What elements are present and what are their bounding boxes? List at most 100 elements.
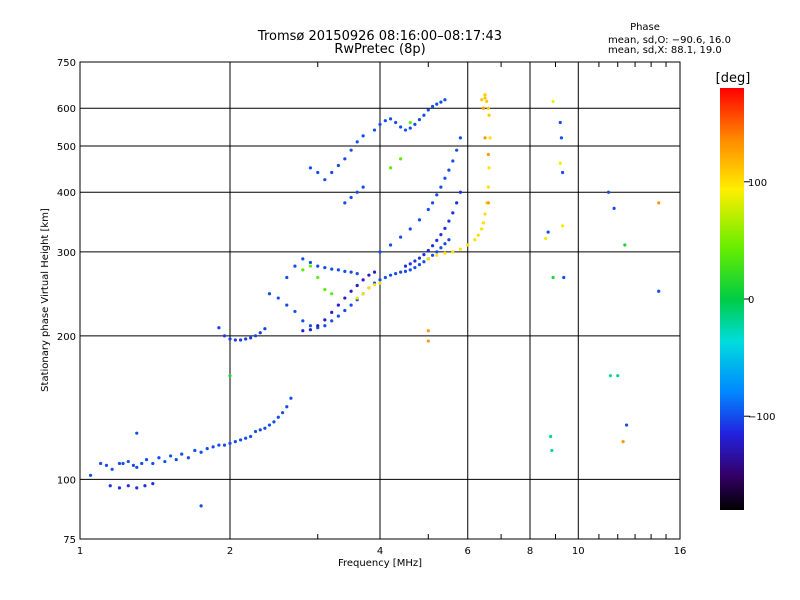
y-tick-label: 400 — [57, 188, 76, 199]
data-point — [621, 440, 625, 444]
data-point — [117, 486, 122, 490]
data-point — [426, 248, 430, 253]
data-point — [430, 253, 435, 257]
data-point — [612, 206, 616, 210]
data-point — [394, 120, 398, 125]
data-point — [144, 458, 149, 462]
data-point — [383, 119, 387, 123]
data-point — [443, 226, 447, 230]
data-point — [372, 283, 377, 287]
data-point — [355, 283, 359, 288]
data-point — [263, 426, 267, 430]
data-point — [135, 465, 139, 469]
data-point — [355, 190, 359, 194]
x-tick-label: 10 — [572, 546, 585, 557]
data-point — [233, 440, 237, 444]
data-point — [343, 296, 347, 300]
data-point — [336, 268, 340, 272]
data-point — [323, 178, 327, 182]
data-point — [551, 275, 555, 280]
data-point — [403, 128, 408, 132]
data-point — [308, 260, 313, 265]
data-point — [435, 193, 439, 197]
data-point — [483, 212, 487, 216]
data-point — [413, 265, 417, 270]
data-point — [151, 481, 155, 486]
data-point — [308, 328, 313, 332]
data-point — [301, 319, 305, 323]
data-point — [228, 337, 232, 341]
data-point — [330, 310, 334, 314]
data-point — [403, 264, 408, 268]
data-point — [562, 275, 566, 280]
data-point — [361, 278, 365, 282]
data-point — [408, 262, 412, 266]
data-point — [267, 423, 272, 427]
data-point — [624, 423, 629, 427]
axis-ticks: 1 2 4 6 8 10 16 75 100 200 300 400 500 600 750 — [57, 58, 686, 557]
data-point — [293, 264, 297, 268]
data-point — [104, 463, 109, 467]
y-tick-label: 100 — [57, 475, 76, 486]
data-point — [151, 461, 155, 466]
phase-info-x-stats: mean, sd,X: 88.1, 19.0 — [608, 45, 722, 56]
data-point — [417, 218, 422, 222]
data-point — [560, 170, 565, 175]
data-point — [447, 168, 451, 172]
data-point — [355, 296, 359, 300]
data-point — [336, 314, 340, 318]
data-point — [361, 292, 365, 296]
x-tick-label: 8 — [527, 546, 533, 557]
data-point — [336, 163, 340, 168]
colorbar-tick-label: −100 — [748, 412, 775, 423]
data-point — [323, 265, 327, 270]
data-point — [458, 247, 463, 251]
data-point — [483, 136, 487, 140]
data-point — [483, 96, 487, 100]
data-point — [343, 269, 347, 273]
data-point — [285, 275, 289, 280]
data-point — [117, 461, 122, 466]
data-point — [486, 152, 490, 157]
data-point — [439, 100, 443, 104]
data-points — [88, 93, 661, 508]
colorbar-tick-label: 100 — [748, 178, 767, 189]
data-point — [126, 484, 130, 488]
data-point — [455, 201, 459, 205]
data-point — [258, 331, 262, 335]
data-point — [466, 243, 470, 247]
data-point — [485, 99, 489, 104]
data-point — [249, 336, 253, 340]
phase-info-o-stats: mean, sd,O: −90.6, 16.0 — [608, 35, 731, 46]
data-point — [483, 93, 487, 97]
colorbar-label: [deg] — [716, 71, 751, 86]
data-point — [157, 456, 161, 460]
x-tick-label: 16 — [674, 546, 687, 557]
data-point — [330, 170, 334, 175]
data-point — [163, 459, 167, 464]
data-point — [323, 318, 327, 322]
data-point — [417, 256, 422, 260]
data-point — [301, 329, 305, 333]
data-point — [608, 374, 613, 378]
data-point — [435, 102, 439, 106]
data-point — [323, 324, 327, 328]
data-point — [399, 235, 403, 239]
data-point — [372, 128, 377, 132]
data-point — [544, 236, 548, 241]
data-point — [486, 201, 490, 205]
data-point — [372, 270, 377, 274]
phase-info-heading: Phase — [630, 22, 660, 33]
data-point — [378, 281, 382, 285]
data-point — [169, 454, 173, 458]
data-point — [174, 458, 178, 462]
data-point — [228, 374, 232, 378]
data-point — [308, 166, 313, 170]
data-point — [488, 136, 492, 140]
data-point — [276, 415, 280, 419]
data-point — [186, 456, 190, 460]
data-point — [388, 117, 393, 121]
data-point — [280, 411, 285, 415]
data-point — [487, 166, 491, 170]
